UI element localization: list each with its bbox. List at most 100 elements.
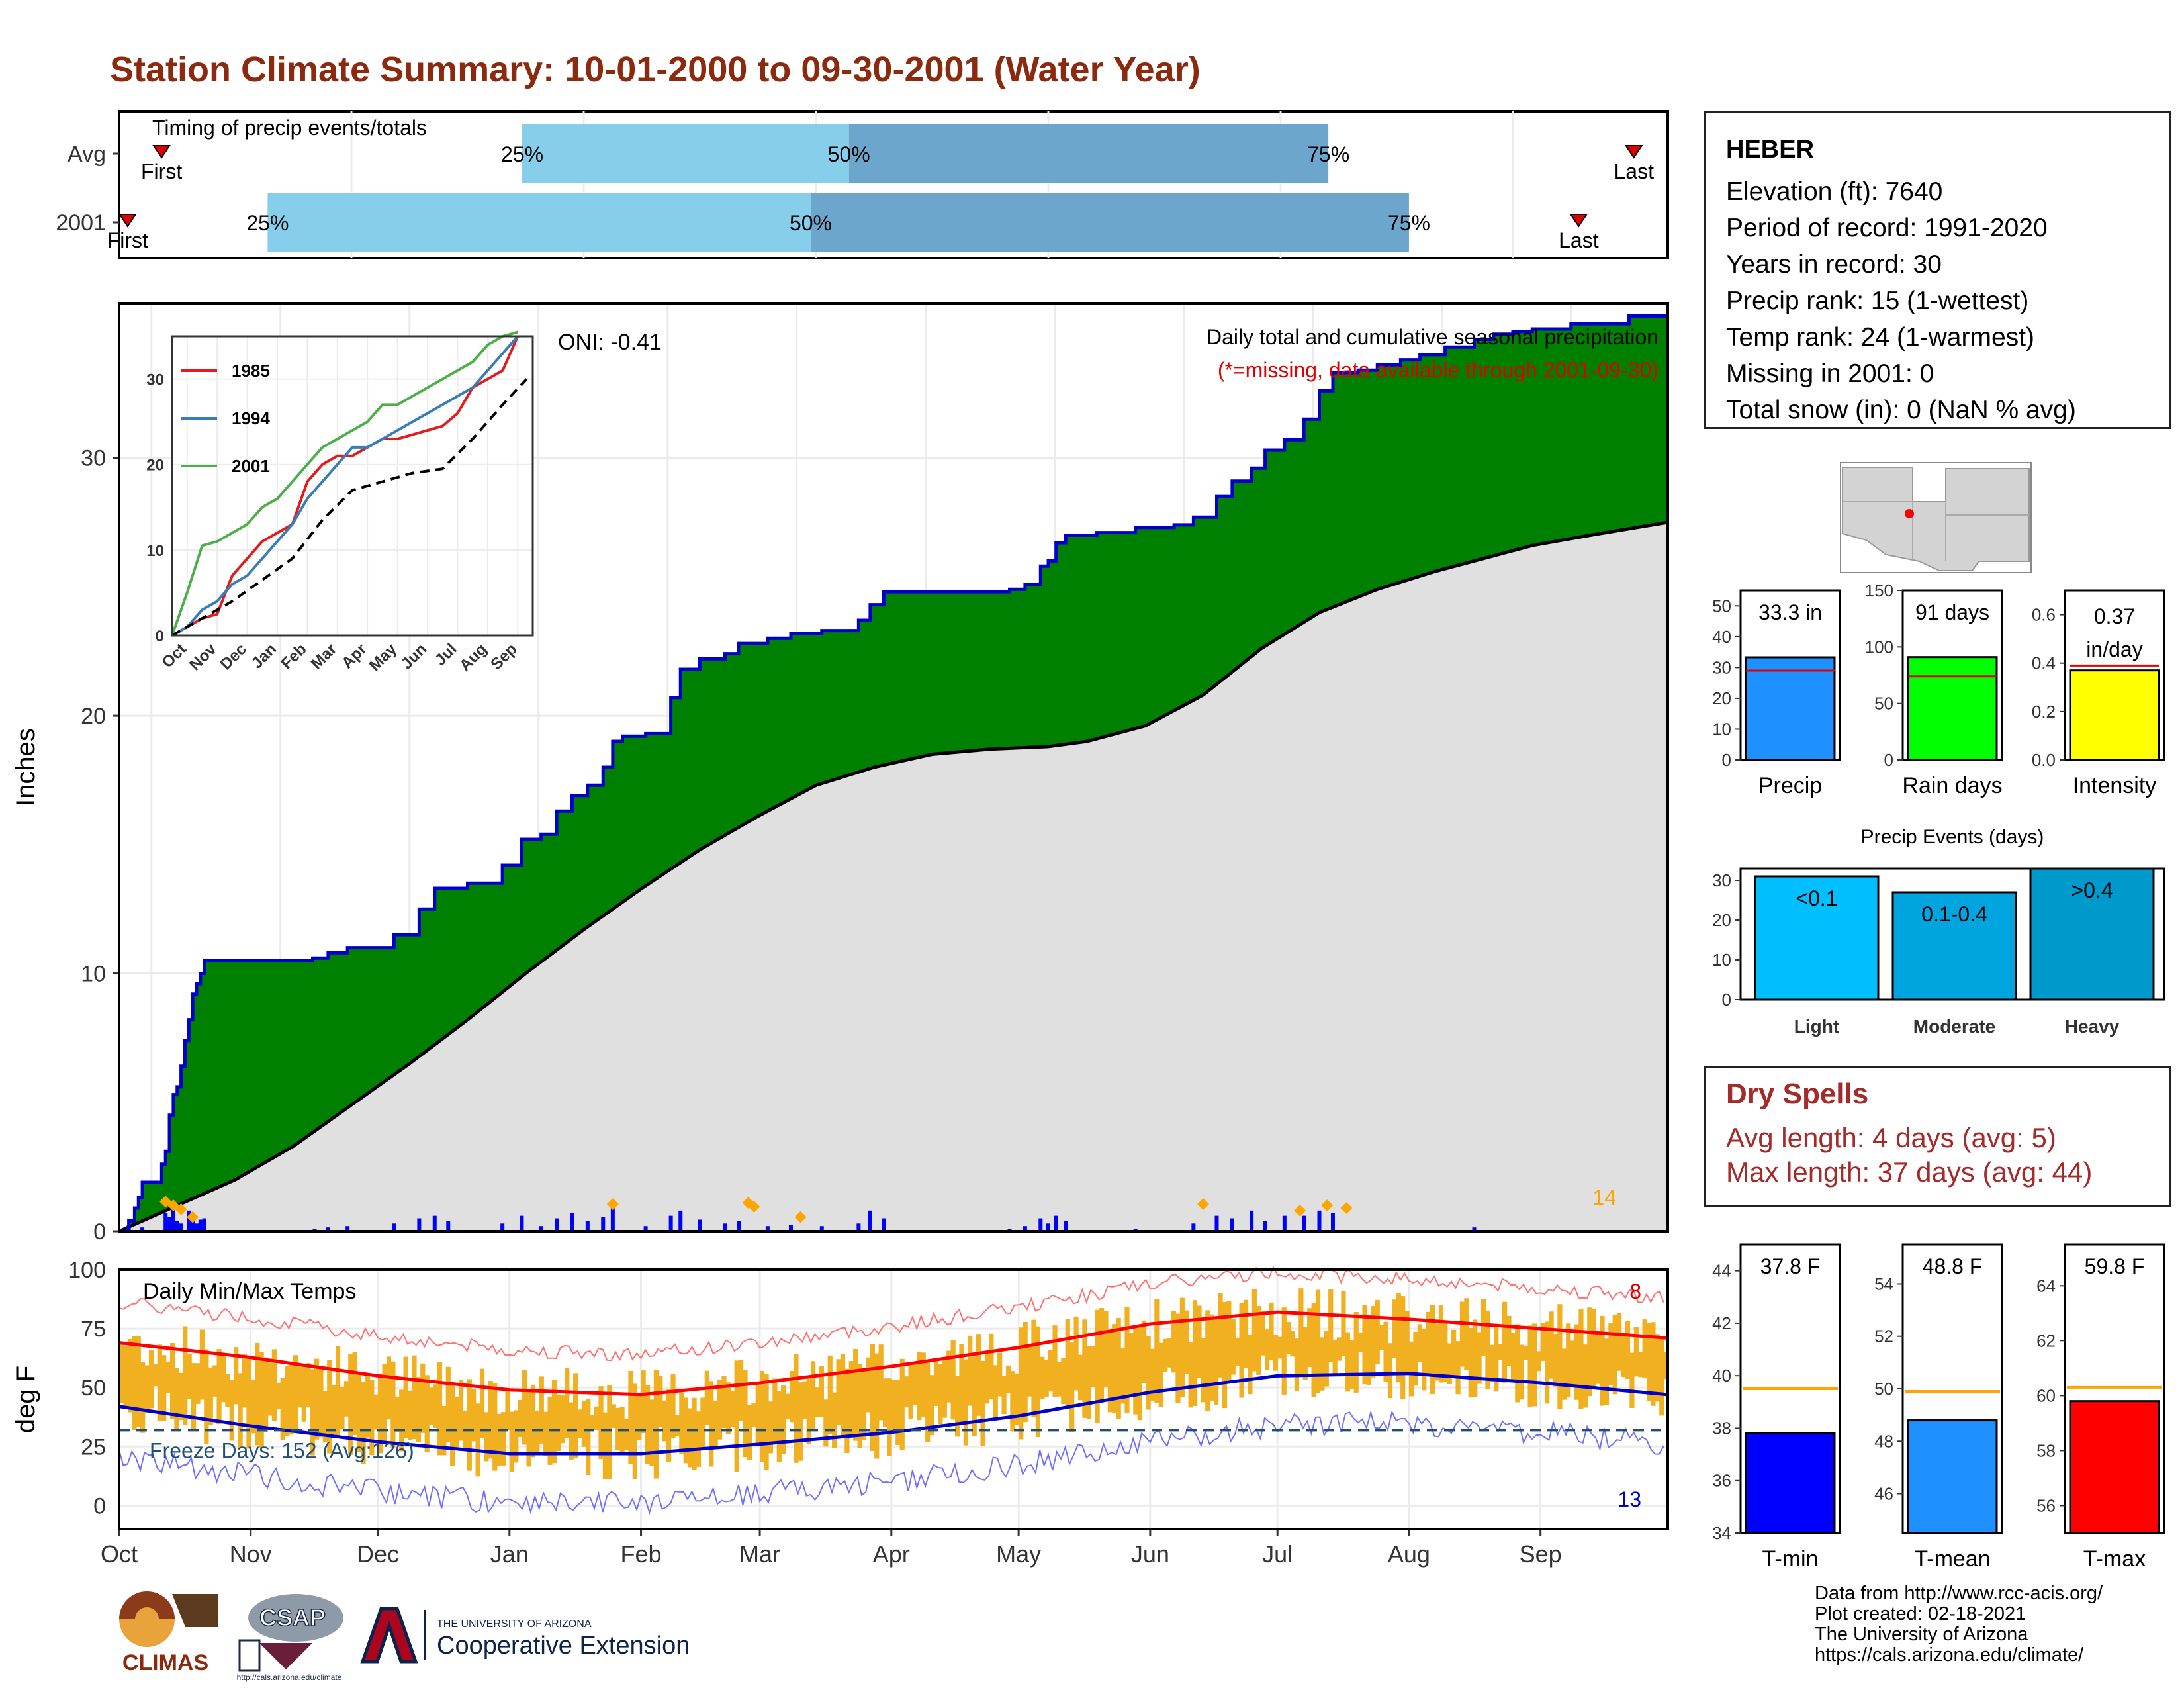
daily-temp-bar xyxy=(556,1394,561,1452)
daily-temp-bar xyxy=(912,1364,918,1405)
daily-temp-bar xyxy=(734,1360,739,1472)
daily-temp-bar xyxy=(649,1399,655,1466)
daily-temp-bar xyxy=(1201,1338,1206,1403)
daily-temp-bar xyxy=(1371,1306,1376,1378)
daily-temp-bar xyxy=(1014,1373,1019,1425)
daily-temp-bar xyxy=(306,1363,311,1408)
credit-plot-created: Plot created: 02-18-2021 xyxy=(1815,1603,2026,1624)
daily-temp-bar xyxy=(1531,1323,1537,1407)
daily-temp-bar xyxy=(289,1361,294,1435)
temps-ytick-label: 25 xyxy=(81,1434,106,1460)
daily-precip-bar xyxy=(1054,1215,1058,1231)
temp-summary-ytick-label: 50 xyxy=(1874,1379,1893,1399)
precip-event-bar-label: <0.1 xyxy=(1796,886,1837,910)
daily-precip-bar xyxy=(723,1223,727,1231)
daily-precip-bar xyxy=(191,1218,195,1231)
summary-ytick-label: 150 xyxy=(1865,581,1893,600)
daily-temp-bar xyxy=(1235,1337,1240,1366)
daily-temp-bar xyxy=(1010,1371,1015,1432)
daily-precip-bar xyxy=(1472,1227,1477,1231)
daily-temp-bar xyxy=(861,1370,867,1440)
daily-precip-bar xyxy=(1282,1215,1287,1231)
precip-ytick-label: 0 xyxy=(93,1219,106,1244)
summary-bar-label: Rain days xyxy=(1902,773,2002,798)
daily-temp-bar xyxy=(1587,1307,1592,1397)
daily-precip-bar xyxy=(163,1213,168,1231)
timing-bar-q25-50 xyxy=(522,124,849,183)
daily-temp-bar xyxy=(674,1415,680,1436)
temp-summary-bar xyxy=(2069,1400,2160,1534)
temps-xtick-label: Jan xyxy=(490,1540,529,1568)
daily-precip-bar xyxy=(167,1217,172,1231)
temp-summary-bar xyxy=(1907,1419,1998,1534)
daily-temp-bar xyxy=(1596,1333,1601,1384)
daily-temp-bar xyxy=(399,1389,404,1452)
daily-temp-bar xyxy=(1099,1308,1105,1404)
summary-ytick-label: 20 xyxy=(1712,688,1731,708)
daily-temp-bar xyxy=(1515,1324,1520,1403)
summary-bar-label: Precip xyxy=(1758,773,1822,798)
precip-caption: Daily total and cumulative seasonal prec… xyxy=(1206,325,1659,349)
daily-temp-bar xyxy=(267,1362,273,1416)
daily-temp-bar xyxy=(276,1383,281,1409)
inset-xtick-label: Sep xyxy=(487,640,520,673)
dry-spells-max: Max length: 37 days (avg: 44) xyxy=(1726,1156,2093,1188)
daily-temp-bar xyxy=(1302,1327,1308,1380)
daily-temp-bar xyxy=(165,1361,171,1394)
daily-temp-bar xyxy=(870,1344,875,1452)
temps-xtick-label: Mar xyxy=(739,1540,780,1568)
daily-temp-bar xyxy=(136,1335,141,1427)
summary-ytick-label: 100 xyxy=(1865,637,1893,657)
inset-legend-label: 1994 xyxy=(232,408,270,428)
daily-temp-bar xyxy=(1345,1332,1350,1392)
precip-event-category: Light xyxy=(1794,1016,1839,1037)
inset-ytick-label: 0 xyxy=(156,628,164,645)
timing-marker-label: Last xyxy=(1559,228,1599,252)
daily-temp-bar xyxy=(1633,1327,1639,1377)
daily-temp-bar xyxy=(1179,1297,1185,1397)
inset-legend-label: 1985 xyxy=(232,361,270,381)
daily-temp-bar xyxy=(1375,1299,1380,1365)
daily-temp-bar xyxy=(751,1403,756,1427)
info-precip-rank: Precip rank: 15 (1-wettest) xyxy=(1726,287,2029,315)
daily-temp-bar xyxy=(1086,1346,1091,1419)
temp-summary-ytick-label: 56 xyxy=(2036,1495,2056,1515)
temp-summary-bar xyxy=(1745,1432,1836,1534)
ua-cooperative-extension-logo: THE UNIVERSITY OF ARIZONA Cooperative Ex… xyxy=(360,1607,690,1664)
summary-ytick-label: 0 xyxy=(1722,750,1731,770)
temp-summary-ytick-label: 62 xyxy=(2036,1331,2056,1350)
daily-temp-bar xyxy=(522,1370,527,1445)
daily-temp-bar xyxy=(225,1374,230,1407)
oni-label: ONI: -0.41 xyxy=(558,330,662,355)
daily-temp-bar xyxy=(632,1383,637,1479)
temps-title: Daily Min/Max Temps xyxy=(143,1279,356,1304)
daily-temp-bar xyxy=(594,1406,600,1430)
timing-marker xyxy=(152,145,171,159)
daily-temp-bar xyxy=(921,1352,926,1417)
daily-temp-bar xyxy=(1307,1308,1312,1367)
daily-temp-bar xyxy=(1332,1339,1338,1376)
temp-summary-ytick-label: 60 xyxy=(2036,1385,2056,1405)
daily-temp-bar xyxy=(1651,1322,1656,1406)
daily-temp-bar xyxy=(1163,1338,1168,1372)
daily-precip-bar xyxy=(570,1213,574,1231)
daily-temp-bar xyxy=(1527,1325,1533,1407)
daily-temp-bar xyxy=(598,1386,604,1460)
daily-temp-bar xyxy=(1387,1343,1393,1399)
daily-temp-bar xyxy=(301,1364,306,1422)
dry-spells-avg: Avg length: 4 days (avg: 5) xyxy=(1726,1122,2056,1153)
page-title: Station Climate Summary: 10-01-2000 to 0… xyxy=(110,50,1201,89)
daily-temp-bar xyxy=(1502,1301,1508,1383)
daily-temp-bar xyxy=(1273,1335,1278,1371)
daily-temp-bar xyxy=(314,1358,320,1440)
daily-temp-bar xyxy=(866,1357,871,1413)
daily-temp-bar xyxy=(280,1378,285,1440)
daily-temp-bar xyxy=(565,1368,570,1438)
summary-bars: 0 10 20 30 40 50 33.3 in Precip 0 50 100 150 91 days… xyxy=(1712,581,2165,798)
temp-summary-value-label: 59.8 F xyxy=(2085,1254,2145,1278)
inset-xtick-label: Aug xyxy=(456,640,490,675)
precip-panel: 0 10 20 30 Inches Daily total and cumulative … xyxy=(11,302,1669,1244)
daily-temp-bar xyxy=(1447,1343,1452,1384)
daily-temp-bar xyxy=(1659,1338,1664,1416)
daily-precip-bar xyxy=(1046,1223,1050,1231)
